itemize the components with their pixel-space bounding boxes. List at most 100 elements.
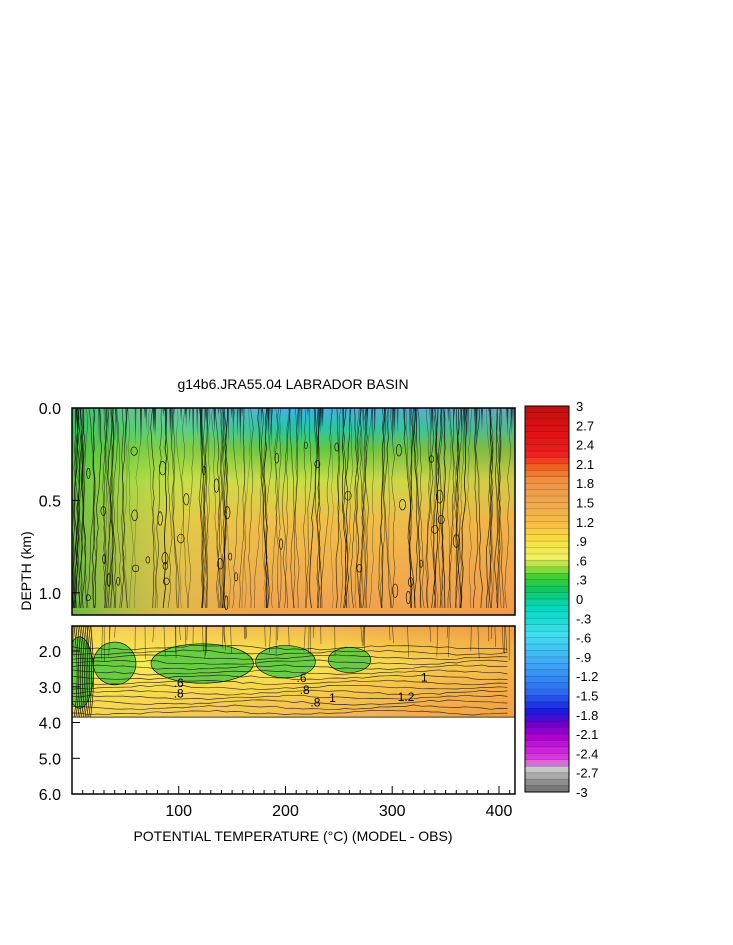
contour-line xyxy=(407,626,409,658)
y-tick-label: 2.0 xyxy=(39,644,61,661)
contour-line xyxy=(496,408,502,609)
contour-line xyxy=(436,408,445,609)
contour-line xyxy=(341,408,348,609)
contour-region xyxy=(255,645,316,679)
contour-line xyxy=(200,408,203,447)
contour-line xyxy=(184,626,187,647)
contour-line xyxy=(409,408,413,609)
contour-line xyxy=(222,626,224,649)
contour-loop xyxy=(314,460,321,468)
colorbar-label: 2.4 xyxy=(576,438,594,453)
contour-line xyxy=(140,408,142,435)
colorbar-label: 0 xyxy=(576,592,583,607)
colorbar-band xyxy=(525,412,569,420)
colorbar-label: -1.5 xyxy=(576,689,598,704)
contour-line xyxy=(448,626,450,657)
contour-line xyxy=(77,626,82,718)
contour-line xyxy=(162,408,168,609)
colorbar-band xyxy=(525,734,569,741)
colorbar-band xyxy=(525,753,569,761)
contour-line xyxy=(360,626,363,643)
y-tick-label: 0.0 xyxy=(39,401,61,418)
colorbar-label: -1.2 xyxy=(576,669,598,684)
contour-line xyxy=(192,408,194,437)
contour-line xyxy=(72,684,508,691)
contour-line xyxy=(72,626,75,657)
contour-line xyxy=(505,626,508,652)
colorbar-band xyxy=(525,508,569,516)
contour-line xyxy=(306,408,309,417)
contour-line xyxy=(88,626,92,718)
contour-line xyxy=(169,408,172,439)
contour-line xyxy=(236,408,239,438)
contour-loop xyxy=(274,453,279,464)
contour-line xyxy=(495,408,502,609)
colorbar-label: 2.1 xyxy=(576,457,594,472)
contour-line xyxy=(79,408,82,425)
contour-line xyxy=(171,408,173,451)
contour-line xyxy=(436,626,439,657)
contour-loop xyxy=(162,562,169,570)
contour-line xyxy=(429,626,432,643)
contour-line xyxy=(488,408,494,609)
contour-line xyxy=(415,408,418,450)
colorbar-band xyxy=(525,708,569,716)
contour-line xyxy=(303,408,307,609)
contour-line xyxy=(303,626,306,652)
colorbar-band xyxy=(525,457,569,465)
colorbar-label: -2.7 xyxy=(576,766,598,781)
contour-loop xyxy=(405,590,411,605)
colorbar-band xyxy=(525,547,569,555)
contour-line xyxy=(82,626,87,718)
contour-line xyxy=(378,408,385,609)
colorbar-band xyxy=(525,573,569,580)
colorbar-band xyxy=(525,695,569,703)
contour-line xyxy=(186,408,195,609)
contour-line xyxy=(373,408,376,436)
contour-line xyxy=(105,408,111,609)
contour-line xyxy=(204,408,207,424)
colorbar-band xyxy=(525,785,569,793)
colorbar-label: 1.5 xyxy=(576,496,594,511)
contour-line xyxy=(199,408,208,609)
contour-loop xyxy=(392,583,399,598)
contour-line xyxy=(201,408,208,609)
contour-loop xyxy=(344,490,352,501)
contour-loop xyxy=(107,573,111,587)
contour-line xyxy=(74,408,79,609)
colorbar-band xyxy=(525,772,569,780)
colorbar-band xyxy=(525,476,569,484)
contour-line xyxy=(467,408,473,609)
y-tick-label: 1.0 xyxy=(39,586,61,603)
contour-line xyxy=(432,408,437,609)
y-tick-label: 5.0 xyxy=(39,751,61,768)
colorbar-labels: 3 2.7 2.4 2.1 1.8 1.5 1.2 .9 .6 .3 0 -.3 -.6 -.9 -1.2 -… xyxy=(576,399,598,800)
contour-line xyxy=(217,408,220,417)
contour-line xyxy=(447,408,450,423)
contour-line xyxy=(359,408,365,609)
colorbar-band xyxy=(525,746,569,754)
contour-line xyxy=(362,408,365,434)
colorbar-label: -3 xyxy=(576,785,588,800)
contour-line xyxy=(72,408,81,609)
contour-line xyxy=(308,626,310,654)
contour-line xyxy=(329,408,334,609)
colorbar-band xyxy=(525,624,569,632)
contour-line xyxy=(475,408,483,609)
colorbar-band xyxy=(525,483,569,490)
contour-line xyxy=(84,626,89,718)
contour-line xyxy=(350,408,362,609)
contour-line xyxy=(269,626,271,653)
contour-line xyxy=(393,408,396,436)
contour-line xyxy=(448,408,456,609)
contour-line xyxy=(288,408,291,428)
colorbar-band xyxy=(525,701,569,709)
contour-line xyxy=(455,408,462,609)
colorbar-label: 3 xyxy=(576,399,583,414)
lower-panel: .6.8.6.8.8 1 1.21 xyxy=(72,626,515,794)
contour-line xyxy=(431,408,434,426)
contour-line xyxy=(98,408,100,447)
contour-line xyxy=(72,679,508,686)
contour-line xyxy=(313,408,320,609)
x-tick-label: 300 xyxy=(379,803,406,820)
